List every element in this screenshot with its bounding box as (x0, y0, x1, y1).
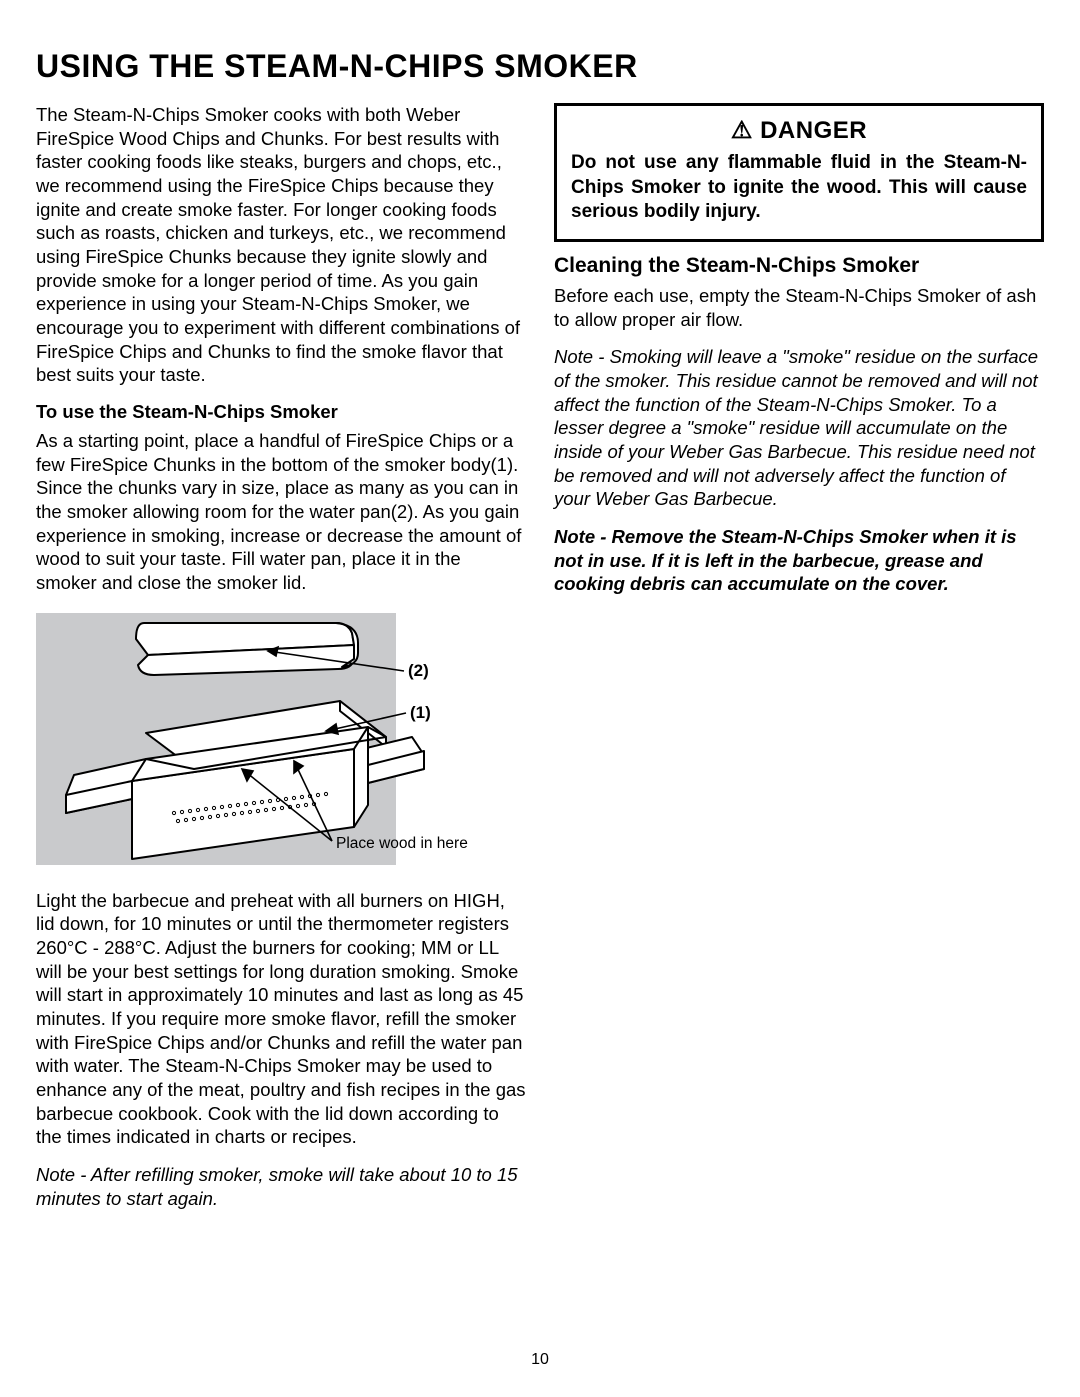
use-subhead: To use the Steam-N-Chips Smoker (36, 401, 526, 423)
columns: The Steam-N-Chips Smoker cooks with both… (36, 103, 1044, 1225)
page-title: USING THE STEAM-N-CHIPS SMOKER (36, 48, 1044, 85)
danger-text: Do not use any flammable fluid in the St… (571, 151, 1027, 225)
left-column: The Steam-N-Chips Smoker cooks with both… (36, 103, 526, 1225)
light-paragraph: Light the barbecue and preheat with all … (36, 889, 526, 1149)
figure-label-2: (2) (408, 661, 429, 681)
figure-caption: Place wood in here (336, 835, 468, 853)
danger-heading: ⚠ DANGER (571, 116, 1027, 145)
cleaning-paragraph: Before each use, empty the Steam-N-Chips… (554, 284, 1044, 331)
figure-label-1: (1) (410, 703, 431, 723)
cleaning-subhead: Cleaning the Steam-N-Chips Smoker (554, 254, 1044, 278)
smoker-diagram-icon (36, 609, 536, 869)
right-column: ⚠ DANGER Do not use any flammable fluid … (554, 103, 1044, 1225)
refill-note: Note - After refilling smoker, smoke wil… (36, 1163, 526, 1210)
page-number: 10 (0, 1351, 1080, 1369)
use-paragraph: As a starting point, place a handful of … (36, 429, 526, 595)
danger-box: ⚠ DANGER Do not use any flammable fluid … (554, 103, 1044, 242)
smoker-figure: (2) (1) Place wood in here (36, 609, 526, 869)
remove-note: Note - Remove the Steam-N-Chips Smoker w… (554, 525, 1044, 596)
intro-paragraph: The Steam-N-Chips Smoker cooks with both… (36, 103, 526, 387)
residue-note: Note - Smoking will leave a "smoke" resi… (554, 345, 1044, 511)
